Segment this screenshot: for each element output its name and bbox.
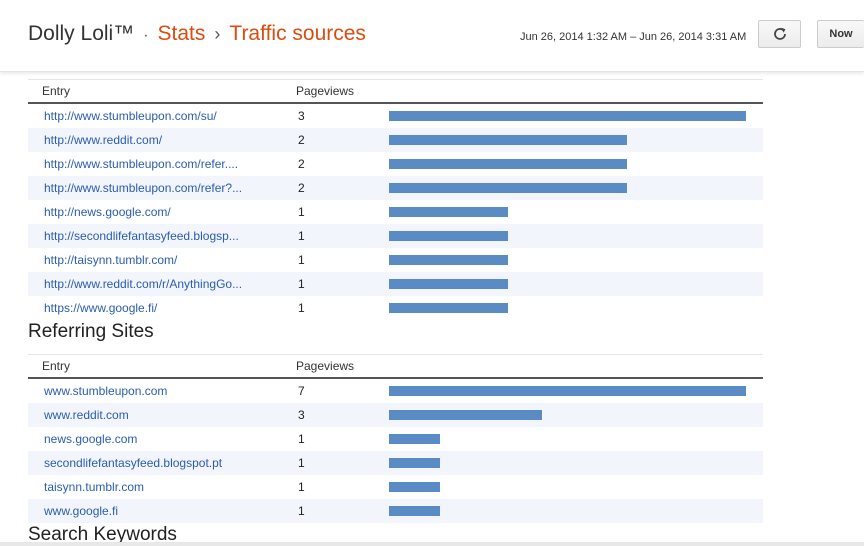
pageviews-value: 2	[298, 157, 305, 171]
blog-name[interactable]: Dolly Loli™	[28, 22, 135, 45]
pageviews-bar	[389, 458, 440, 468]
refresh-button[interactable]	[758, 20, 801, 48]
table-row: http://taisynn.tumblr.com/1	[28, 248, 763, 272]
breadcrumb-separator: ›	[214, 24, 221, 44]
table-row: secondlifefantasyfeed.blogspot.pt 1	[28, 451, 763, 475]
breadcrumb-dot: ·	[143, 27, 149, 44]
entry-link[interactable]: news.google.com	[44, 432, 138, 446]
pageviews-bar	[389, 386, 746, 396]
table-row: www.google.fi 1	[28, 499, 763, 523]
entry-link[interactable]: http://secondlifefantasyfeed.blogsp...	[44, 229, 239, 243]
table-row: https://www.google.fi/1	[28, 296, 763, 320]
table-row: http://www.reddit.com/2	[28, 128, 763, 152]
pageviews-value: 2	[298, 133, 305, 147]
breadcrumb: Dolly Loli™ · Stats › Traffic sources	[28, 22, 366, 46]
pageviews-bar	[389, 434, 440, 444]
pageviews-bar	[389, 183, 627, 193]
entry-link[interactable]: www.google.fi	[44, 504, 119, 518]
pageviews-value: 1	[298, 253, 305, 267]
entry-link[interactable]: http://www.stumbleupon.com/refer....	[44, 157, 239, 171]
entry-link[interactable]: secondlifefantasyfeed.blogspot.pt	[44, 456, 223, 470]
table-row: http://www.reddit.com/r/AnythingGo... 1	[28, 272, 763, 296]
entry-link[interactable]: http://www.stumbleupon.com/su/	[44, 109, 217, 123]
pageviews-value: 1	[298, 229, 305, 243]
pageviews-bar	[389, 255, 508, 265]
pageviews-value: 1	[298, 301, 305, 315]
pageviews-bar	[389, 506, 440, 516]
table-row: www.stumbleupon.com 7	[28, 379, 763, 403]
pageviews-bar	[389, 135, 627, 145]
pageviews-bar	[389, 410, 542, 420]
pageviews-value: 1	[298, 277, 305, 291]
table-row: taisynn.tumblr.com 1	[28, 475, 763, 499]
table-row: http://www.stumbleupon.com/su/3	[28, 104, 763, 128]
pageviews-bar	[389, 111, 746, 121]
pageviews-value: 1	[298, 432, 305, 446]
refresh-icon	[773, 27, 786, 40]
table-row: news.google.com 1	[28, 427, 763, 451]
pageviews-value: 2	[298, 181, 305, 195]
entry-link[interactable]: www.stumbleupon.com	[44, 384, 168, 398]
pageviews-value: 3	[298, 408, 305, 422]
column-pageviews: Pageviews	[296, 359, 355, 373]
pageviews-value: 1	[298, 456, 305, 470]
entry-link[interactable]: http://news.google.com/	[44, 205, 171, 219]
referring-sites-title: Referring Sites	[28, 321, 154, 342]
pageviews-bar	[389, 279, 508, 289]
entry-link[interactable]: http://www.reddit.com/	[44, 133, 163, 147]
pageviews-bar	[389, 303, 508, 313]
referring-urls-table: Entry Pageviews http://www.stumbleupon.c…	[28, 79, 763, 320]
date-range: Jun 26, 2014 1:32 AM – Jun 26, 2014 3:31…	[520, 31, 747, 43]
table-row: http://www.stumbleupon.com/refer.... 2	[28, 152, 763, 176]
stats-header: Dolly Loli™ · Stats › Traffic sources Jun 26…	[0, 0, 864, 72]
now-button[interactable]: Now	[817, 20, 864, 48]
pageviews-value: 1	[298, 504, 305, 518]
entry-link[interactable]: www.reddit.com	[44, 408, 129, 422]
page-title: Traffic sources	[229, 22, 366, 45]
pageviews-value: 1	[298, 480, 305, 494]
column-pageviews: Pageviews	[296, 84, 355, 98]
pageviews-value: 3	[298, 109, 305, 123]
pageviews-bar	[389, 207, 508, 217]
pageviews-value: 7	[298, 384, 305, 398]
entry-link[interactable]: http://taisynn.tumblr.com/	[44, 253, 178, 267]
scrollbar-track[interactable]	[0, 542, 864, 546]
entry-link[interactable]: http://www.reddit.com/r/AnythingGo...	[44, 277, 243, 291]
table-row: http://www.stumbleupon.com/refer?... 2	[28, 176, 763, 200]
table-header: Entry Pageviews	[28, 79, 763, 104]
breadcrumb-stats[interactable]: Stats	[157, 22, 206, 45]
table-row: www.reddit.com 3	[28, 403, 763, 427]
column-entry: Entry	[42, 359, 71, 373]
entry-link[interactable]: taisynn.tumblr.com	[44, 480, 145, 494]
pageviews-value: 1	[298, 205, 305, 219]
entry-link[interactable]: https://www.google.fi/	[44, 301, 158, 315]
table-row: http://news.google.com/1	[28, 200, 763, 224]
table-row: http://secondlifefantasyfeed.blogsp... 1	[28, 224, 763, 248]
pageviews-bar	[389, 482, 440, 492]
pageviews-bar	[389, 231, 508, 241]
search-keywords-title: Search Keywords	[28, 524, 177, 545]
entry-link[interactable]: http://www.stumbleupon.com/refer?...	[44, 181, 243, 195]
pageviews-bar	[389, 159, 627, 169]
referring-sites-table: Entry Pageviews www.stumbleupon.com 7 www.…	[28, 354, 763, 523]
column-entry: Entry	[42, 84, 71, 98]
table-header: Entry Pageviews	[28, 354, 763, 379]
